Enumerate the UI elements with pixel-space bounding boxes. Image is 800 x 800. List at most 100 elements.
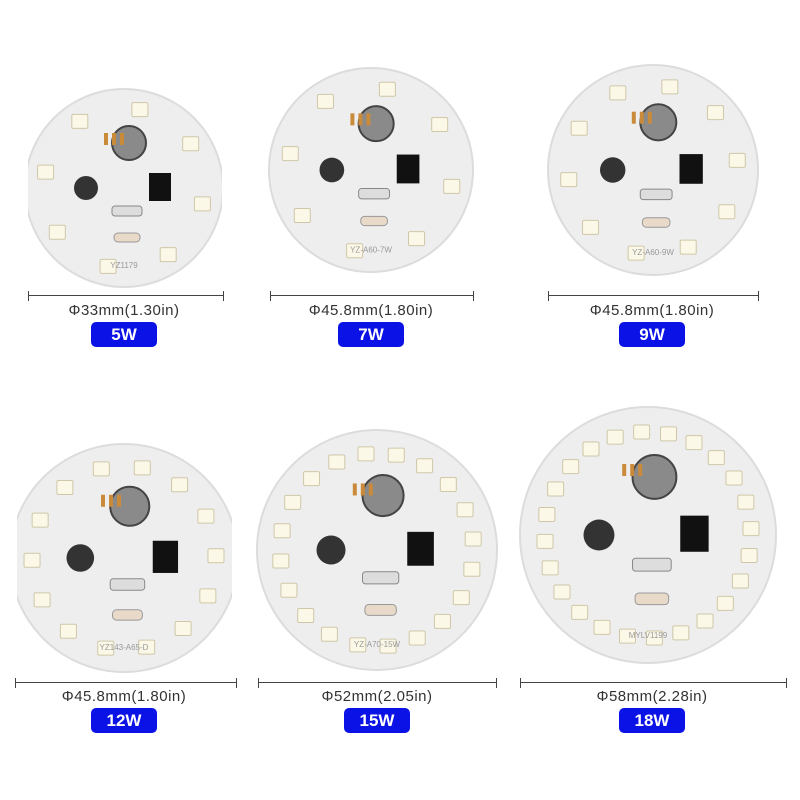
- led-chip: [171, 477, 189, 493]
- led-chip: [538, 506, 556, 522]
- led-chip: [159, 247, 177, 263]
- led-chip: [707, 450, 725, 466]
- capacitor: [111, 125, 147, 161]
- led-board-7W: YZ-A60-7W: [268, 67, 474, 273]
- led-chip: [193, 196, 211, 212]
- led-chip: [685, 435, 703, 451]
- led-chip: [562, 459, 580, 475]
- wattage-badge: 15W: [344, 708, 410, 733]
- led-chip: [138, 639, 156, 655]
- capacitor: [631, 454, 678, 500]
- inductor: [66, 544, 95, 572]
- led-chip: [627, 245, 645, 261]
- dimension-line: [548, 291, 759, 301]
- led-chip: [633, 424, 651, 440]
- led-chip: [346, 243, 364, 259]
- led-chip: [570, 120, 588, 136]
- led-board-18W: MYLV1199: [519, 406, 777, 664]
- led-chip: [606, 429, 624, 445]
- resistor: [632, 557, 672, 572]
- dimension-line: [520, 678, 787, 688]
- ic-chip: [152, 540, 179, 573]
- led-chip: [443, 178, 461, 194]
- led-chip: [31, 512, 49, 528]
- led-chip: [672, 625, 690, 641]
- led-chip: [593, 619, 611, 635]
- dimension-line: [28, 291, 224, 301]
- led-chip: [133, 460, 151, 476]
- fuse: [113, 232, 141, 243]
- ic-chip: [680, 515, 709, 552]
- board-marking: YZ-A60-9W: [632, 248, 674, 257]
- led-chip: [433, 613, 451, 629]
- led-chip: [357, 446, 375, 462]
- led-chip: [273, 523, 291, 539]
- led-chip: [197, 508, 215, 524]
- led-chip: [207, 548, 225, 564]
- ic-chip: [679, 154, 703, 184]
- board-marking: YZ1179: [110, 261, 138, 270]
- dimension-line: [270, 291, 474, 301]
- dimension-label: Φ58mm(2.28in): [596, 688, 708, 705]
- led-chip: [303, 471, 321, 487]
- led-chip: [281, 146, 299, 162]
- led-chip: [416, 458, 434, 474]
- led-chip: [716, 595, 734, 611]
- inductor: [316, 535, 346, 565]
- fuse: [360, 215, 388, 227]
- wattage-badge: 7W: [338, 322, 404, 347]
- led-chip: [645, 630, 663, 646]
- ic-chip: [407, 531, 434, 566]
- resistor: [639, 188, 673, 201]
- led-chip: [284, 494, 302, 510]
- led-chip: [582, 441, 600, 457]
- led-board-9W: YZ-A60-9W: [547, 64, 759, 276]
- led-chip: [320, 626, 338, 642]
- led-chip: [618, 628, 636, 644]
- led-chip: [439, 477, 457, 493]
- dimension-label: Φ45.8mm(1.80in): [589, 302, 715, 319]
- resistor: [111, 205, 143, 217]
- fuse: [634, 592, 670, 606]
- led-chip: [742, 521, 760, 537]
- inductor: [583, 519, 615, 551]
- led-chip: [541, 560, 559, 576]
- led-chip: [92, 461, 110, 477]
- capacitor: [357, 105, 395, 143]
- led-chip: [349, 637, 367, 653]
- led-chip: [56, 479, 74, 495]
- led-chip: [99, 258, 117, 274]
- led-chip: [408, 231, 426, 247]
- led-chip: [48, 224, 66, 240]
- resistor: [109, 578, 146, 591]
- dimension-line: [258, 678, 497, 688]
- led-chip: [174, 621, 192, 637]
- led-chip: [71, 113, 89, 129]
- led-board-12W: YZ143-A65-D: [17, 443, 232, 673]
- led-chip: [59, 623, 77, 639]
- led-chip: [33, 592, 51, 608]
- dimension-label: Φ45.8mm(1.80in): [61, 688, 187, 705]
- board-marking: MYLV1199: [629, 631, 668, 640]
- led-chip: [553, 584, 571, 600]
- inductor: [600, 157, 626, 183]
- led-chip: [464, 531, 482, 547]
- led-chip: [696, 613, 714, 629]
- led-chip: [378, 81, 396, 97]
- led-chip: [728, 152, 746, 168]
- wattage-badge: 9W: [619, 322, 685, 347]
- led-chip: [379, 638, 397, 654]
- led-chip: [560, 172, 578, 188]
- led-chip: [182, 136, 200, 152]
- led-chip: [740, 548, 758, 564]
- led-chip: [547, 481, 565, 497]
- inductor: [319, 157, 345, 183]
- dimension-label: Φ52mm(2.05in): [321, 688, 433, 705]
- led-chip: [316, 93, 334, 109]
- capacitor: [639, 103, 678, 142]
- capacitor: [361, 473, 405, 518]
- led-chip: [725, 470, 743, 486]
- led-chip: [582, 219, 600, 235]
- wattage-badge: 12W: [91, 708, 157, 733]
